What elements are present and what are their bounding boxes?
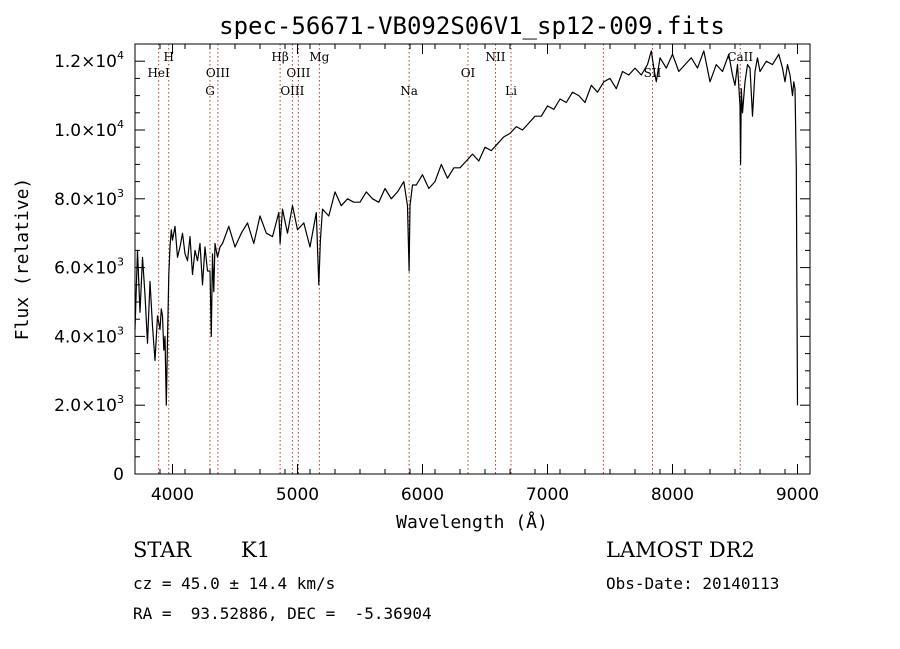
line-marker-label: OIII [206, 66, 230, 80]
line-marker-label: Hβ [271, 50, 288, 64]
x-tick-label: 4000 [151, 485, 194, 505]
y-tick-label: 1.2×104 [54, 49, 124, 72]
line-marker-label: OIII [280, 84, 304, 98]
line-marker-label: H [164, 50, 174, 64]
line-marker-label: NII [486, 50, 506, 64]
line-marker-label: OI [461, 66, 476, 80]
subclass: K1 [241, 538, 271, 562]
y-tick-label: 4.0×103 [54, 324, 124, 347]
line-marker-label: Li [505, 84, 517, 98]
line-marker-label: Mg [309, 50, 329, 64]
y-tick-label: 0 [113, 465, 124, 485]
x-axis-label: Wavelength (Å) [396, 511, 548, 533]
x-tick-label: 5000 [276, 485, 319, 505]
y-tick-label: 2.0×103 [54, 393, 124, 416]
line-marker-label: G [205, 84, 215, 98]
x-tick-label: 6000 [401, 485, 444, 505]
y-tick-label: 8.0×103 [54, 187, 124, 210]
y-axis-label: Flux (relative) [12, 178, 33, 341]
object-type: STAR [133, 538, 192, 562]
line-marker-label: Na [400, 84, 418, 98]
y-tick-label: 6.0×103 [54, 256, 124, 279]
y-axis: 0 2.0×103 4.0×103 6.0×103 8.0×103 1.0×104 1.2×… [54, 43, 810, 485]
line-marker-label: OIII [286, 66, 310, 80]
survey-name: LAMOST DR2 [606, 538, 755, 562]
line-marker-label: HeI [147, 66, 170, 80]
obs-date: Obs-Date: 20140113 [606, 574, 780, 593]
chart-title: spec-56671-VB092S06V1_sp12-009.fits [219, 12, 725, 40]
x-tick-label: 8000 [651, 485, 694, 505]
y-tick-label: 1.0×104 [54, 118, 124, 141]
coordinates: RA = 93.52886, DEC = -5.36904 [133, 604, 432, 623]
line-marker-label: CaII [727, 50, 753, 64]
x-axis: 4000 5000 6000 7000 8000 9000 [134, 44, 819, 505]
plot-frame [134, 43, 811, 475]
x-tick-label: 9000 [776, 485, 819, 505]
redshift-text: cz = 45.0 ± 14.4 km/s [133, 574, 336, 593]
x-tick-label: 7000 [526, 485, 569, 505]
spectrum-line [134, 50, 799, 406]
